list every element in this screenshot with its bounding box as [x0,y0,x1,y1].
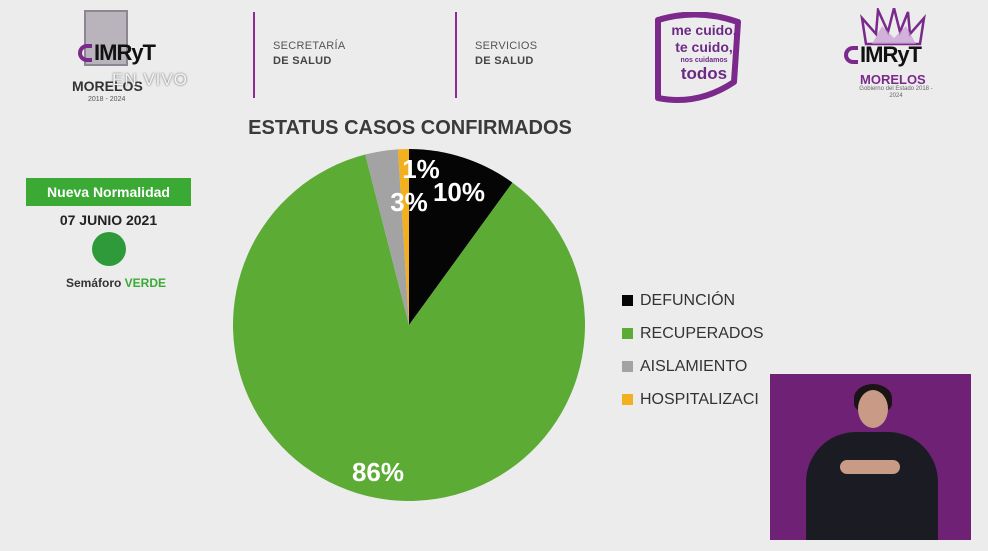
chart-legend: DEFUNCIÓN RECUPERADOS AISLAMIENTO HOSPIT… [622,284,764,416]
sign-language-interpreter-video [770,374,971,540]
data-label: 10% [433,177,485,207]
slice-defuncion [409,149,513,325]
legend-item: HOSPITALIZACI [622,383,764,416]
imryt-morelos-logo-left: IMRyT MORELOS 2018 - 2024 EN VIVO [72,10,192,103]
imryt-logo-text: IMRyT [78,40,156,66]
flower-crown-icon [860,8,926,46]
legend-item: RECUPERADOS [622,317,764,350]
slice-hospitalizacion [397,149,409,325]
header-divider [253,12,255,98]
morelos-wordmark: MORELOS [860,72,926,87]
legend-swatch [622,361,633,372]
legend-swatch [622,328,633,339]
me-cuido-campaign-badge: me cuido, te cuido, nos cuidamos todos [650,12,746,104]
legend-label: HOSPITALIZACI [640,390,759,408]
semaforo-status: Semáforo VERDE [65,276,167,290]
years-text: 2018 - 2024 [88,96,126,103]
chart-title: ESTATUS CASOS CONFIRMADOS [248,117,572,139]
semaforo-light-icon [92,232,126,266]
legend-label: RECUPERADOS [640,324,764,342]
header-divider [455,12,457,98]
legend-item: DEFUNCIÓN [622,284,764,317]
nueva-normalidad-badge: Nueva Normalidad [26,178,191,206]
legend-item: AISLAMIENTO [622,350,764,383]
imryt-logo-text: IMRyT [844,42,922,68]
imryt-morelos-logo-right: IMRyT MORELOS Gobierno del Estado 2018 -… [842,8,962,103]
data-label: 1% [402,154,440,184]
legend-swatch [622,295,633,306]
slice-recuperados [233,154,585,502]
gobierno-subtitle: Gobierno del Estado 2018 - 2024 [859,86,933,99]
servicios-de-salud: SERVICIOS DE SALUD [475,40,538,67]
secretaria-de-salud: SECRETARÍA DE SALUD [273,40,346,67]
data-label: 86% [352,457,404,487]
data-label: 3% [390,187,428,217]
report-date: 07 JUNIO 2021 [59,212,158,228]
morelos-wordmark: MORELOS [72,78,143,94]
legend-swatch [622,394,633,405]
slice-aislamiento [365,149,409,325]
legend-label: DEFUNCIÓN [640,291,736,309]
en-vivo-overlay: EN VIVO [112,70,188,89]
legend-label: AISLAMIENTO [640,357,748,375]
